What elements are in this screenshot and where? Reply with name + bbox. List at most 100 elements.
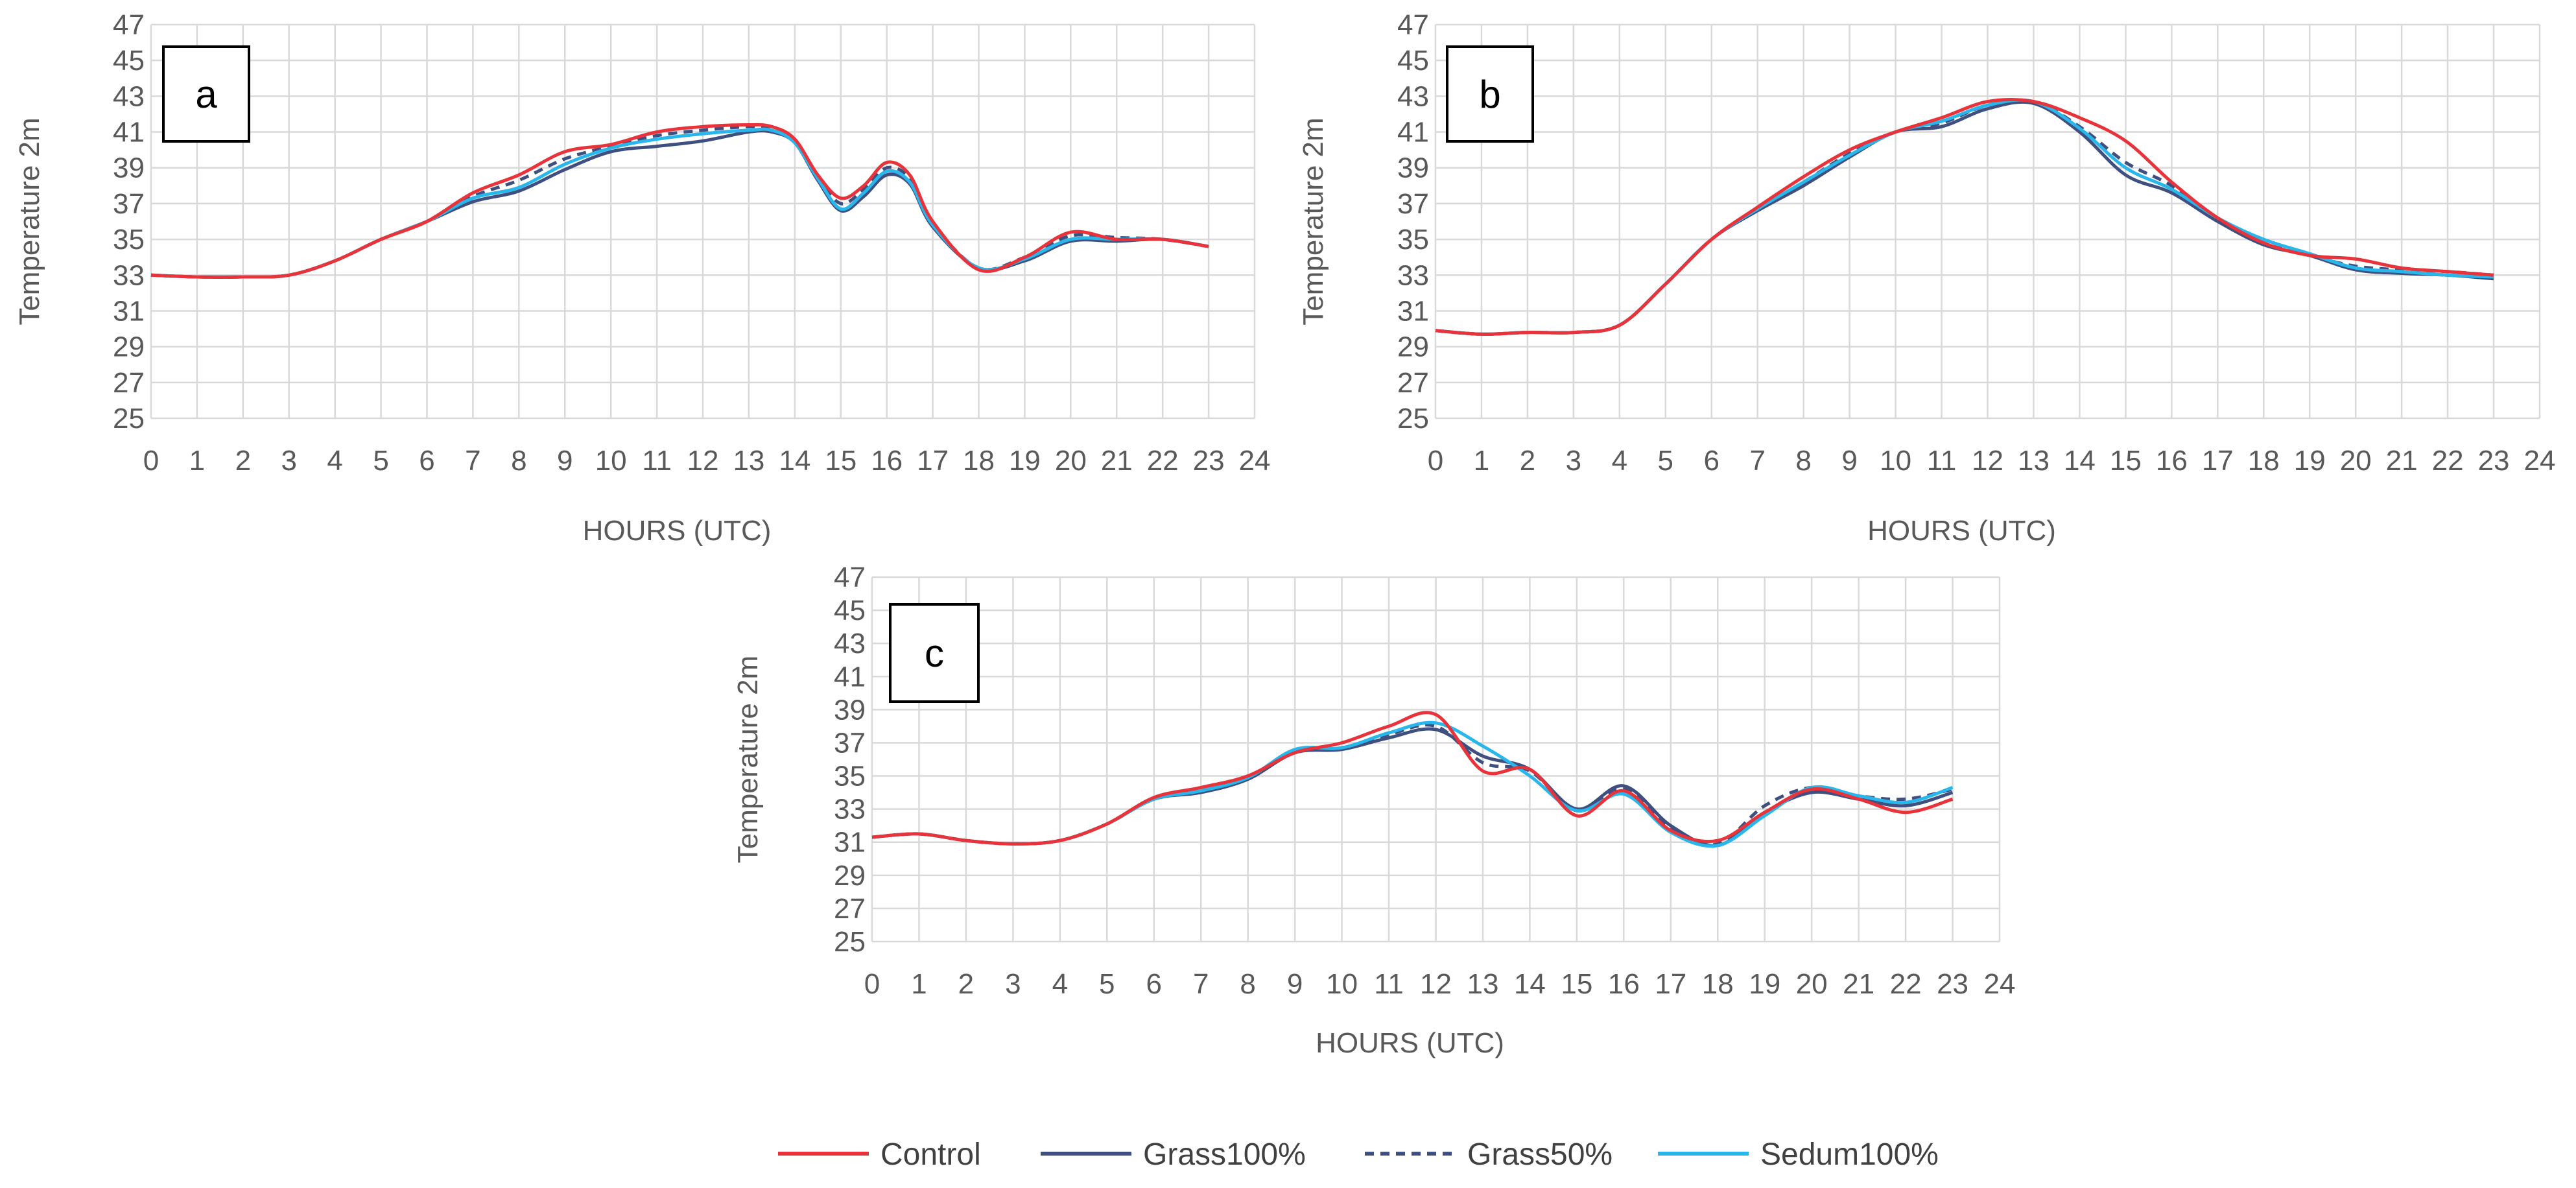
x-tick-label: 13 (1467, 968, 1498, 1000)
x-tick-label: 15 (2110, 445, 2142, 477)
x-tick-label: 1 (1474, 445, 1489, 477)
x-tick-label: 6 (1146, 968, 1162, 1000)
x-tick-label: 21 (1101, 445, 1133, 477)
x-tick-label: 24 (1984, 968, 2016, 1000)
x-tick-label: 8 (511, 445, 526, 477)
y-tick-label: 35 (113, 224, 145, 255)
legend-label: Control (880, 1137, 981, 1172)
x-tick-label: 7 (1193, 968, 1209, 1000)
y-tick-label: 35 (834, 761, 866, 792)
x-tick-label: 4 (327, 445, 342, 477)
y-tick-label: 39 (834, 694, 866, 726)
x-tick-label: 22 (2432, 445, 2464, 477)
x-tick-label: 19 (2294, 445, 2326, 477)
panel-label-box (1446, 45, 1534, 143)
x-tick-label: 0 (1428, 445, 1443, 477)
x-tick-label: 14 (1514, 968, 1546, 1000)
x-tick-label: 2 (958, 968, 974, 1000)
x-tick-label: 15 (1561, 968, 1592, 1000)
y-tick-label: 31 (1397, 295, 1429, 327)
x-tick-label: 19 (1749, 968, 1780, 1000)
x-tick-label: 3 (1005, 968, 1021, 1000)
x-tick-label: 23 (1937, 968, 1968, 1000)
y-tick-label: 39 (1397, 152, 1429, 184)
x-tick-label: 17 (1655, 968, 1686, 1000)
x-axis-title: HOURS (UTC) (1316, 1027, 1504, 1059)
y-axis-title: Temperature 2m (1297, 117, 1329, 325)
x-tick-label: 1 (189, 445, 205, 477)
legend-label: Sedum100% (1760, 1137, 1939, 1172)
y-tick-label: 35 (1397, 224, 1429, 255)
x-tick-label: 13 (733, 445, 764, 477)
y-tick-label: 37 (834, 727, 866, 759)
y-tick-label: 31 (113, 295, 145, 327)
x-tick-label: 1 (911, 968, 927, 1000)
x-tick-label: 11 (1927, 445, 1957, 477)
x-axis-title: HOURS (UTC) (583, 515, 772, 547)
y-tick-label: 47 (113, 9, 145, 41)
x-tick-label: 5 (373, 445, 388, 477)
x-tick-label: 5 (1658, 445, 1673, 477)
y-tick-label: 45 (113, 45, 145, 77)
x-tick-label: 7 (1749, 445, 1765, 477)
y-tick-label: 33 (113, 259, 145, 291)
x-tick-label: 4 (1052, 968, 1068, 1000)
y-tick-label: 47 (834, 562, 866, 593)
x-tick-label: 2 (1520, 445, 1535, 477)
x-tick-label: 20 (1055, 445, 1087, 477)
y-tick-label: 27 (113, 367, 145, 399)
x-tick-label: 19 (1009, 445, 1041, 477)
legend-item-grass100pct: Grass100% (1041, 1137, 1306, 1172)
x-tick-label: 21 (2386, 445, 2418, 477)
y-tick-label: 41 (113, 117, 145, 148)
y-tick-label: 41 (1397, 117, 1429, 148)
y-tick-label: 27 (1397, 367, 1429, 399)
y-axis-title: Temperature 2m (732, 656, 764, 863)
x-tick-label: 16 (1608, 968, 1640, 1000)
x-tick-label: 17 (2202, 445, 2234, 477)
x-tick-label: 0 (864, 968, 880, 1000)
x-tick-label: 15 (825, 445, 857, 477)
x-tick-label: 18 (963, 445, 995, 477)
y-tick-label: 43 (1397, 80, 1429, 112)
x-tick-label: 14 (2064, 445, 2096, 477)
y-tick-label: 33 (834, 794, 866, 826)
x-tick-label: 23 (1193, 445, 1225, 477)
x-tick-label: 24 (2524, 445, 2556, 477)
legend-item-control: Control (778, 1137, 981, 1172)
x-tick-label: 6 (1704, 445, 1719, 477)
x-tick-label: 3 (281, 445, 297, 477)
y-axis-title: Temperature 2m (14, 117, 45, 325)
x-tick-label: 9 (557, 445, 573, 477)
panel-label-box (889, 603, 980, 703)
series-line-control (1435, 98, 2494, 336)
x-tick-label: 20 (2340, 445, 2372, 477)
x-tick-label: 9 (1841, 445, 1857, 477)
panel-label-box (162, 45, 250, 143)
panel-label: a (195, 73, 217, 116)
series-line-control (150, 123, 1209, 279)
x-tick-label: 4 (1612, 445, 1627, 477)
x-tick-label: 22 (1890, 968, 1922, 1000)
legend-label: Grass100% (1143, 1137, 1306, 1172)
series-line-control (871, 711, 1954, 846)
y-tick-label: 33 (1397, 259, 1429, 291)
x-tick-label: 0 (143, 445, 159, 477)
x-tick-label: 13 (2018, 445, 2050, 477)
y-tick-label: 45 (834, 595, 866, 626)
x-tick-label: 2 (235, 445, 251, 477)
x-tick-label: 21 (1843, 968, 1874, 1000)
y-tick-label: 37 (1397, 188, 1429, 220)
legend: Control Grass100% Grass50% Sedum100% (778, 1137, 1939, 1172)
x-tick-label: 22 (1147, 445, 1179, 477)
x-axis-title: HOURS (UTC) (1867, 515, 2056, 547)
x-tick-label: 3 (1566, 445, 1581, 477)
panel-label: b (1479, 73, 1500, 116)
y-tick-label: 31 (834, 827, 866, 859)
y-tick-label: 39 (113, 152, 145, 184)
y-tick-label: 43 (834, 628, 866, 659)
y-tick-label: 29 (834, 860, 866, 892)
